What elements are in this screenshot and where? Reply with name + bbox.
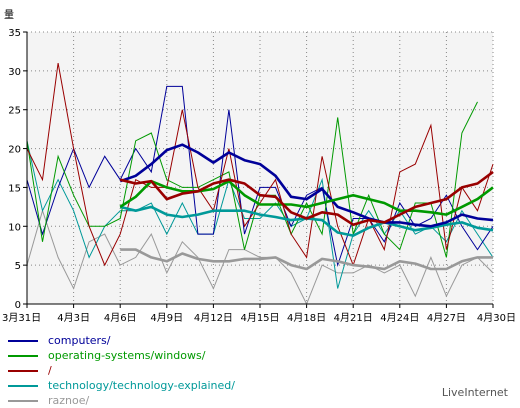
y-tick-label: 20: [8, 145, 21, 156]
x-tick-label: 4月30日: [477, 312, 516, 324]
y-tick-label: 10: [8, 222, 21, 233]
x-tick-label: 3月31日: [2, 312, 41, 324]
legend-label: technology/technology-explained/: [48, 379, 235, 392]
legend-label: operating-systems/windows/: [48, 349, 206, 362]
y-axis: 0 5 10 15 20 25 30 35: [8, 28, 27, 311]
series-line-smoothed: [119, 170, 494, 226]
legend-item: technology/technology-explained/: [8, 378, 428, 393]
legend-item: raznoe/: [8, 393, 428, 408]
legend-swatch: [8, 369, 38, 372]
series-smoothed-lines: [119, 143, 494, 271]
y-axis-label: 量: [4, 9, 14, 21]
x-tick-label: 4月21日: [334, 312, 373, 324]
legend-label: computers/: [48, 334, 111, 347]
y-tick-label: 25: [8, 106, 21, 117]
legend-swatch: [8, 384, 38, 387]
series-line-raw: [26, 209, 494, 306]
legend-label: /: [48, 364, 52, 377]
y-tick-label: 5: [15, 261, 21, 272]
legend-swatch: [8, 354, 38, 357]
legend: computers/operating-systems/windows/ / tec…: [8, 333, 428, 408]
x-tick-label: 4月12日: [194, 312, 233, 324]
line-chart: 0 5 10 15 20 25 30 35 3月31日 4月3日 4月6日 4月9日 4月12日 4月1…: [2, 9, 516, 324]
legend-item: operating-systems/windows/: [8, 348, 428, 363]
y-tick-label: 35: [8, 28, 21, 39]
series-raw-lines: [26, 63, 494, 306]
series-line-raw: [26, 85, 494, 268]
x-tick-label: 4月18日: [287, 312, 326, 324]
legend-item: /: [8, 363, 428, 378]
legend-swatch: [8, 339, 38, 342]
footer-brand: LiveInternet: [441, 386, 508, 399]
legend-swatch: [8, 399, 38, 402]
x-axis: 3月31日 4月3日 4月6日 4月9日 4月12日 4月15日 4月18日 4月21日 4月2…: [2, 304, 516, 324]
x-tick-label: 4月15日: [240, 312, 279, 324]
series-line-smoothed: [120, 248, 493, 271]
series-line-smoothed: [119, 179, 494, 216]
series-line-raw: [26, 101, 478, 258]
x-tick-label: 4月27日: [427, 312, 466, 324]
legend-label: raznoe/: [48, 394, 90, 407]
x-tick-label: 4月6日: [104, 312, 137, 324]
y-tick-label: 0: [15, 300, 21, 311]
y-tick-label: 15: [8, 183, 21, 194]
series-line-smoothed: [119, 143, 494, 228]
y-tick-label: 30: [8, 67, 21, 78]
x-tick-label: 4月9日: [150, 312, 183, 324]
x-tick-label: 4月3日: [57, 312, 90, 324]
x-tick-label: 4月24日: [380, 312, 419, 324]
legend-item: computers/: [8, 333, 428, 348]
